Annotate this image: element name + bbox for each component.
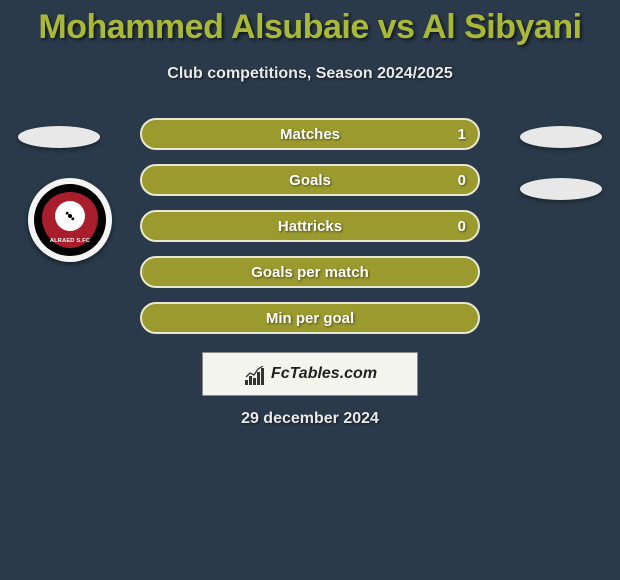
stat-value: 1	[458, 126, 466, 143]
snapshot-date: 29 december 2024	[0, 410, 620, 428]
stat-label: Matches	[280, 126, 340, 143]
stat-bar-goals-per-match: Goals per match	[140, 256, 480, 288]
comparison-subtitle: Club competitions, Season 2024/2025	[0, 65, 620, 83]
stat-bar-goals: Goals 0	[140, 164, 480, 196]
stats-container: Matches 1 Goals 0 Hattricks 0 Goals per …	[0, 118, 620, 348]
stat-row: Goals per match	[0, 256, 620, 288]
stat-label: Goals	[289, 172, 331, 189]
stat-value: 0	[458, 218, 466, 235]
stat-bar-matches: Matches 1	[140, 118, 480, 150]
brand-text: FcTables.com	[271, 365, 377, 383]
stat-row: Goals 0	[0, 164, 620, 196]
stat-row: Hattricks 0	[0, 210, 620, 242]
stat-bar-min-per-goal: Min per goal	[140, 302, 480, 334]
stat-label: Hattricks	[278, 218, 342, 235]
stat-value: 0	[458, 172, 466, 189]
stat-bar-hattricks: Hattricks 0	[140, 210, 480, 242]
brand-chart-icon	[243, 366, 267, 386]
comparison-title: Mohammed Alsubaie vs Al Sibyani	[0, 0, 620, 47]
stat-row: Matches 1	[0, 118, 620, 150]
stat-label: Min per goal	[266, 310, 354, 327]
brand-logo-box: FcTables.com	[202, 352, 418, 396]
stat-label: Goals per match	[251, 264, 369, 281]
stat-row: Min per goal	[0, 302, 620, 334]
